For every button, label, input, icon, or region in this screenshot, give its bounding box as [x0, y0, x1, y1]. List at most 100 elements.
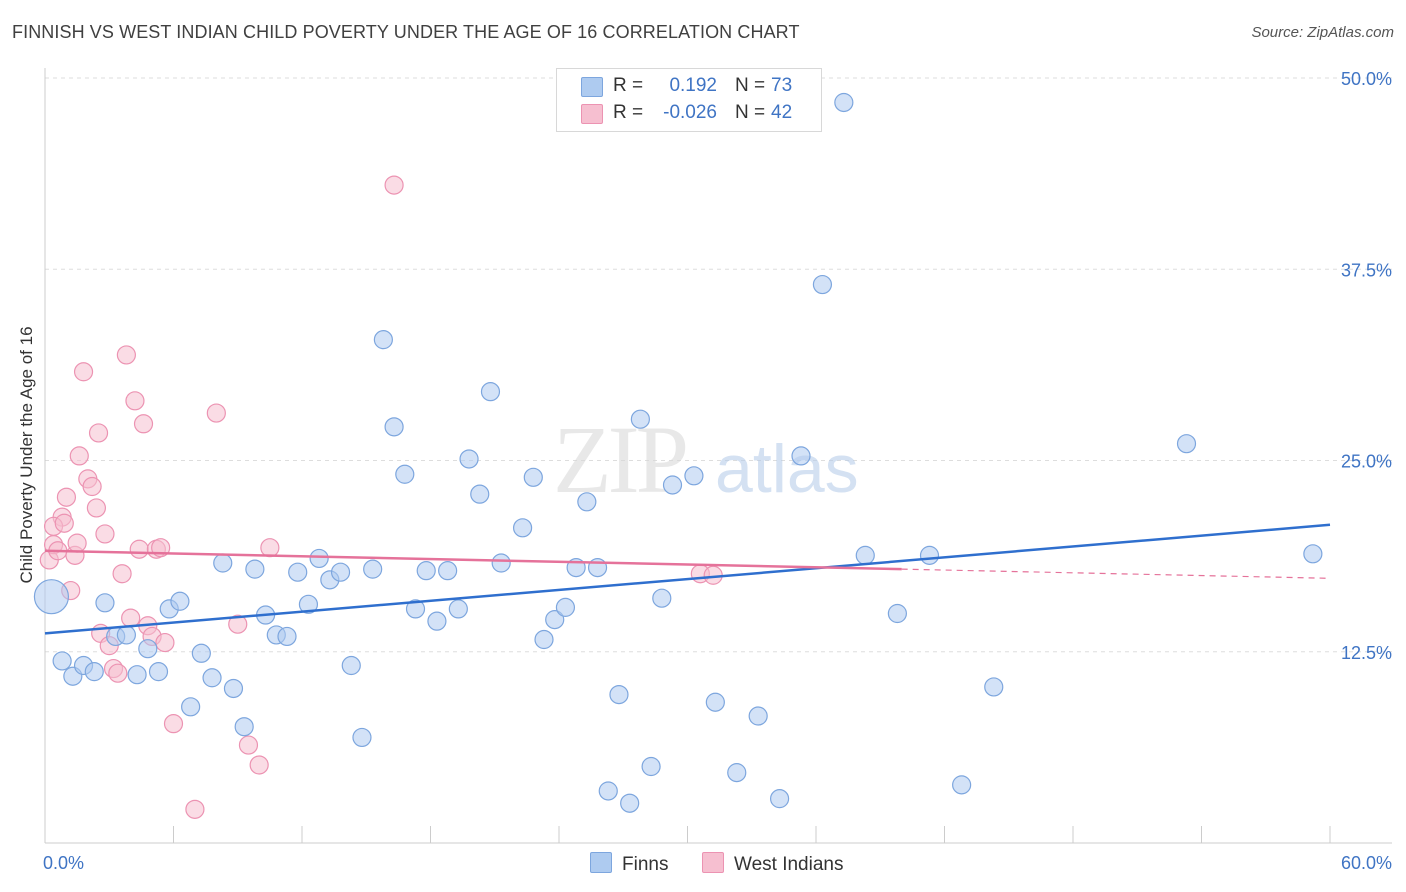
x-tick-label: 60.0%: [1341, 853, 1392, 873]
west-indians-point: [108, 663, 128, 683]
trend-lines: [44, 523, 1331, 635]
finns-point: [630, 409, 650, 429]
finns-point: [288, 562, 308, 582]
finns-point: [95, 593, 115, 613]
finns-point: [491, 553, 511, 573]
finns-point: [480, 382, 501, 402]
finns-point: [116, 625, 136, 645]
finns-point: [181, 697, 201, 717]
finns-point: [727, 763, 747, 783]
finns-point: [919, 545, 940, 565]
watermark-atlas: atlas: [715, 431, 859, 507]
watermark-zip: ZIP: [553, 406, 686, 513]
west-indians-point: [260, 538, 280, 558]
finns-point: [512, 518, 533, 538]
finns-point: [812, 274, 833, 295]
legend-r-label: R =: [613, 75, 644, 96]
y-tick-label: 12.5%: [1341, 643, 1392, 663]
tick-labels: 12.5% 25.0% 37.5% 50.0% 0.0% 60.0%: [43, 69, 1392, 873]
west-indians-label: West Indians: [734, 854, 844, 875]
legend-n-value: 42: [771, 102, 793, 123]
finns-point: [684, 466, 704, 486]
west-indians-point: [384, 175, 404, 195]
west-indians-point: [163, 714, 184, 734]
finns-point: [395, 464, 415, 484]
west-indians-point: [155, 632, 175, 653]
finns-point: [223, 678, 244, 699]
west-indians-point: [228, 614, 248, 634]
finns-point: [887, 603, 907, 624]
west-indians-point: [86, 498, 107, 518]
finns-point: [33, 579, 70, 615]
finns-point: [234, 717, 254, 737]
finns-point: [213, 553, 233, 573]
x-tick-label: 0.0%: [43, 853, 84, 873]
finns-point: [769, 789, 790, 809]
legend-n-label: N =: [735, 102, 766, 123]
finns-point: [609, 684, 629, 705]
finns-point: [427, 611, 447, 631]
finns-point: [341, 655, 361, 676]
finns-point: [202, 668, 222, 688]
west-indians-point: [185, 799, 205, 819]
watermark: ZIP atlas: [553, 406, 859, 513]
west-indians-point: [116, 345, 136, 365]
finns-point: [523, 467, 543, 487]
finns-point: [448, 599, 468, 619]
west-indians-point: [82, 476, 102, 497]
west-indians-point: [129, 539, 149, 559]
west-indians-points: [39, 175, 723, 819]
west-indians-point: [73, 362, 94, 382]
y-tick-label: 25.0%: [1341, 452, 1392, 472]
west-indians-swatch: [581, 104, 603, 124]
legend-r-label: R =: [613, 102, 644, 123]
finns-point: [138, 639, 158, 659]
finns-swatch: [590, 852, 612, 873]
chart-source: Source: ZipAtlas.com: [1251, 24, 1394, 41]
west-indians-point: [133, 414, 154, 434]
finns-point: [952, 775, 972, 795]
legend-r-value: 0.192: [669, 75, 717, 96]
finns-point: [598, 781, 618, 801]
finns-trend-line: [44, 523, 1331, 635]
west-indians-point: [88, 423, 109, 443]
finns-point: [545, 610, 565, 630]
finns-point: [534, 629, 554, 650]
finns-point: [652, 588, 672, 608]
west-indians-trend-line: [44, 549, 902, 571]
finns-point: [641, 756, 661, 777]
finns-point: [662, 475, 683, 495]
finns-point: [855, 545, 875, 565]
finns-point: [705, 692, 725, 712]
west-indians-point: [69, 446, 89, 466]
finns-point: [438, 561, 458, 581]
finns-point: [984, 677, 1004, 697]
y-tick-label: 37.5%: [1341, 260, 1392, 280]
correlation-legend: R = 0.192 N = 73 R = -0.026 N = 42: [556, 68, 822, 132]
finns-point: [127, 665, 147, 685]
west-indians-point: [54, 513, 74, 533]
finns-point: [1303, 544, 1323, 564]
legend-row-west-indians: R = -0.026 N = 42: [557, 101, 821, 129]
legend-n-label: N =: [735, 75, 766, 96]
finns-point: [277, 626, 297, 647]
finns-point: [245, 559, 265, 579]
west-indians-point: [125, 391, 145, 411]
axes: [44, 68, 1392, 844]
finns-point: [470, 484, 490, 504]
finns-point: [834, 92, 854, 113]
west-indians-point: [206, 403, 226, 423]
west-indians-point: [238, 735, 259, 755]
finns-point: [352, 727, 372, 748]
legend-n-value: 73: [771, 75, 793, 96]
bottom-legend-west-indians: West Indians: [702, 852, 843, 876]
west-indians-trend-extension: [901, 568, 1331, 579]
finns-point: [1176, 434, 1197, 454]
west-indians-point: [67, 533, 87, 553]
legend-row-finns: R = 0.192 N = 73: [557, 74, 821, 102]
finns-label: Finns: [622, 854, 669, 875]
west-indians-point: [249, 755, 269, 775]
legend-r-value: -0.026: [663, 102, 717, 123]
west-indians-point: [56, 487, 77, 507]
west-indians-point: [112, 564, 132, 584]
